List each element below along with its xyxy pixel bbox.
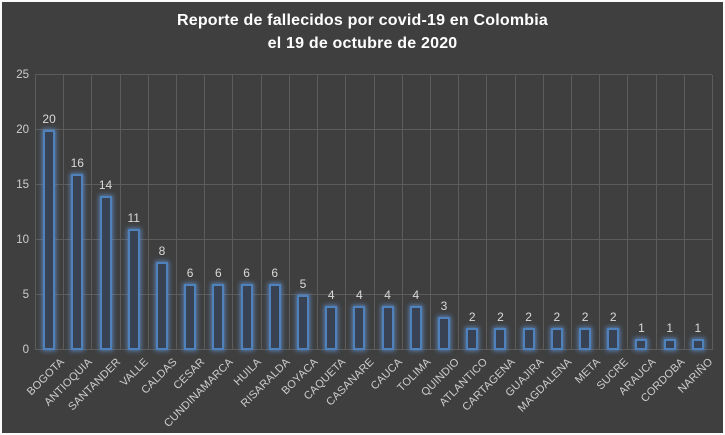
- gridline-v: [683, 75, 685, 350]
- y-axis: 0 5 10 15 20 25: [2, 69, 29, 356]
- bar-value-label: 4: [356, 288, 363, 302]
- bar-value-label: 4: [327, 288, 335, 302]
- bar-value-label: 2: [581, 310, 589, 324]
- bar: [240, 284, 253, 350]
- gridline-v: [401, 75, 403, 350]
- gridline-h: [35, 74, 712, 75]
- bar-value-label: 4: [412, 288, 420, 302]
- bar-value-label: 4: [384, 288, 391, 302]
- y-tick-label: 5: [22, 289, 29, 301]
- bar-value-label: 6: [271, 266, 279, 280]
- gridline-v: [63, 75, 65, 350]
- x-axis-labels: BOGOTA ANTIOQUIA SANTANDER VALLE CALDAS CESAR…: [25, 350, 716, 435]
- gridline-v: [232, 75, 234, 350]
- chart-title-line2: el 19 de octubre de 2020: [267, 35, 458, 52]
- gridline-v: [373, 75, 375, 350]
- bar: [184, 284, 197, 350]
- bar-value-label: 1: [638, 321, 645, 335]
- gridline-v: [542, 75, 544, 350]
- bar-value-label: 11: [127, 211, 140, 225]
- bar: [353, 306, 366, 350]
- bar-value-label: 20: [42, 112, 56, 126]
- bar: [635, 339, 648, 350]
- bar: [325, 306, 338, 350]
- gridline-v: [317, 75, 319, 350]
- bar: [607, 328, 620, 350]
- bar: [438, 317, 451, 350]
- gridline-v: [655, 75, 657, 350]
- bar: [381, 306, 394, 350]
- bar-value-label: 5: [299, 277, 307, 291]
- bar: [550, 328, 563, 350]
- bar: [155, 262, 168, 350]
- gridline-v: [119, 75, 121, 350]
- gridline-v: [570, 75, 572, 350]
- chart-title-line1: Reporte de fallecidos por covid-19 en Co…: [176, 12, 549, 29]
- bar-value-label: 6: [243, 266, 250, 280]
- bar-value-label: 2: [609, 310, 617, 324]
- bar: [663, 339, 676, 350]
- bar-value-label: 1: [694, 321, 702, 335]
- gridline-v: [204, 75, 206, 350]
- bar: [127, 229, 140, 350]
- y-tick-label: 20: [16, 124, 29, 136]
- gridline-v: [599, 75, 601, 350]
- bar-value-label: 1: [666, 321, 674, 335]
- chart-title: Reporte de fallecidos por covid-19 en Co…: [2, 9, 723, 55]
- bar: [212, 284, 225, 350]
- gridline-v: [486, 75, 488, 350]
- bar: [579, 328, 592, 350]
- bar-value-label: 3: [440, 299, 448, 313]
- bar: [43, 130, 56, 350]
- y-tick-label: 15: [16, 179, 29, 191]
- gridline-v: [147, 75, 149, 350]
- gridline-v: [429, 75, 431, 350]
- bar: [99, 196, 112, 350]
- bar-value-label: 6: [215, 266, 222, 280]
- gridline-v: [712, 75, 713, 350]
- bar: [691, 339, 704, 350]
- gridline-v: [288, 75, 290, 350]
- bar: [494, 328, 507, 350]
- gridline-v: [345, 75, 347, 350]
- bar: [296, 295, 309, 350]
- gridline-v: [514, 75, 516, 350]
- gridline-v: [176, 75, 178, 350]
- bar-value-label: 2: [497, 310, 504, 324]
- bar-value-label: 16: [70, 156, 84, 170]
- gridline-v: [458, 75, 460, 350]
- plot-area: 20 16 14 11 8 6 6 6 6 5 4 4 4 4 3 2 2 2 2 2 2 1 1 1: [35, 74, 713, 350]
- bar: [522, 328, 535, 350]
- bar: [71, 174, 84, 350]
- y-tick-label: 25: [16, 69, 29, 81]
- bar: [409, 306, 422, 350]
- bar-value-label: 2: [468, 310, 476, 324]
- bar-value-label: 2: [525, 310, 532, 324]
- gridline-v: [35, 75, 36, 350]
- bar: [268, 284, 281, 350]
- bar-value-label: 8: [158, 244, 166, 258]
- bar-value-label: 14: [98, 178, 113, 192]
- gridline-v: [260, 75, 262, 350]
- bar-value-label: 6: [186, 266, 194, 280]
- gridline-v: [627, 75, 629, 350]
- bar: [466, 328, 479, 350]
- gridline-v: [91, 75, 93, 350]
- y-tick-label: 10: [16, 234, 29, 246]
- bar-value-label: 2: [553, 310, 561, 324]
- y-tick-label: 0: [22, 344, 29, 356]
